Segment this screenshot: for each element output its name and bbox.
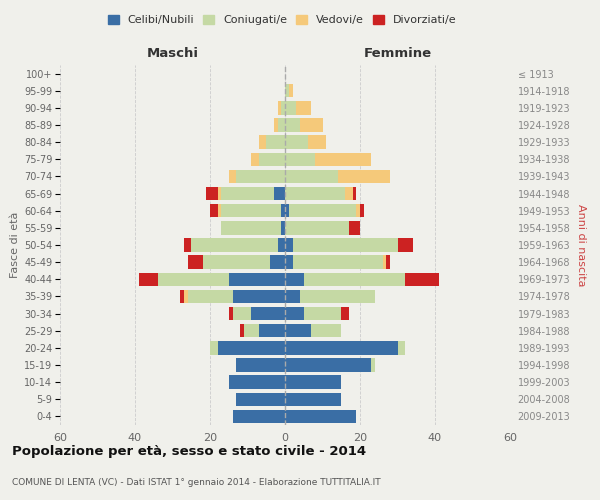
Bar (337, 170, 390, 183)
Bar (233, 307, 251, 320)
Bar (184, 290, 187, 303)
Bar (277, 101, 281, 114)
Bar (206, 187, 218, 200)
Y-axis label: Fasce di età: Fasce di età (10, 212, 20, 278)
Bar (349, 221, 360, 234)
Bar (281, 204, 285, 218)
Bar (285, 238, 293, 252)
Bar (304, 307, 341, 320)
Bar (360, 204, 364, 218)
Bar (236, 170, 285, 183)
Bar (218, 187, 221, 200)
Bar (184, 238, 191, 252)
Bar (244, 324, 259, 338)
Bar (296, 101, 311, 114)
Bar (285, 392, 341, 406)
Bar (259, 136, 266, 149)
Bar (285, 170, 337, 183)
Bar (285, 410, 356, 423)
Bar (210, 341, 218, 354)
Bar (266, 136, 285, 149)
Bar (274, 118, 277, 132)
Bar (383, 256, 386, 269)
Bar (229, 272, 285, 286)
Bar (236, 358, 285, 372)
Bar (289, 84, 293, 98)
Bar (240, 324, 244, 338)
Bar (218, 204, 221, 218)
Bar (386, 256, 390, 269)
Bar (353, 187, 356, 200)
Bar (285, 341, 398, 354)
Bar (236, 392, 285, 406)
Y-axis label: Anni di nascita: Anni di nascita (576, 204, 586, 286)
Bar (289, 204, 356, 218)
Bar (341, 307, 349, 320)
Bar (285, 84, 289, 98)
Bar (277, 118, 285, 132)
Bar (285, 101, 296, 114)
Bar (210, 204, 218, 218)
Bar (304, 272, 405, 286)
Bar (233, 410, 285, 423)
Bar (285, 376, 341, 389)
Bar (300, 118, 323, 132)
Bar (293, 238, 398, 252)
Bar (405, 272, 439, 286)
Bar (371, 358, 375, 372)
Bar (285, 272, 304, 286)
Bar (221, 187, 274, 200)
Bar (270, 256, 285, 269)
Legend: Celibi/Nubili, Coniugati/e, Vedovi/e, Divorziati/e: Celibi/Nubili, Coniugati/e, Vedovi/e, Di… (103, 10, 461, 30)
Bar (221, 221, 281, 234)
Bar (398, 341, 405, 354)
Bar (251, 152, 259, 166)
Bar (345, 187, 353, 200)
Bar (259, 324, 285, 338)
Bar (277, 238, 285, 252)
Bar (281, 221, 285, 234)
Bar (281, 101, 285, 114)
Bar (187, 290, 233, 303)
Bar (285, 256, 293, 269)
Bar (285, 187, 345, 200)
Bar (285, 152, 315, 166)
Bar (293, 256, 383, 269)
Text: Maschi: Maschi (146, 47, 199, 60)
Bar (285, 307, 304, 320)
Bar (356, 204, 360, 218)
Bar (233, 290, 285, 303)
Bar (191, 238, 277, 252)
Bar (300, 290, 375, 303)
Bar (218, 341, 285, 354)
Bar (203, 256, 270, 269)
Bar (285, 324, 311, 338)
Bar (285, 358, 371, 372)
Bar (229, 307, 233, 320)
Bar (157, 272, 229, 286)
Bar (285, 221, 349, 234)
Bar (180, 290, 184, 303)
Text: Popolazione per età, sesso e stato civile - 2014: Popolazione per età, sesso e stato civil… (12, 445, 366, 458)
Bar (285, 290, 300, 303)
Bar (315, 152, 371, 166)
Text: Femmine: Femmine (364, 47, 431, 60)
Bar (285, 118, 300, 132)
Text: COMUNE DI LENTA (VC) - Dati ISTAT 1° gennaio 2014 - Elaborazione TUTTITALIA.IT: COMUNE DI LENTA (VC) - Dati ISTAT 1° gen… (12, 478, 380, 487)
Bar (229, 170, 236, 183)
Bar (229, 376, 285, 389)
Bar (139, 272, 157, 286)
Bar (285, 136, 308, 149)
Bar (259, 152, 285, 166)
Bar (285, 204, 289, 218)
Bar (398, 238, 413, 252)
Bar (221, 204, 281, 218)
Bar (187, 256, 203, 269)
Bar (311, 324, 341, 338)
Bar (308, 136, 326, 149)
Bar (274, 187, 285, 200)
Bar (251, 307, 285, 320)
